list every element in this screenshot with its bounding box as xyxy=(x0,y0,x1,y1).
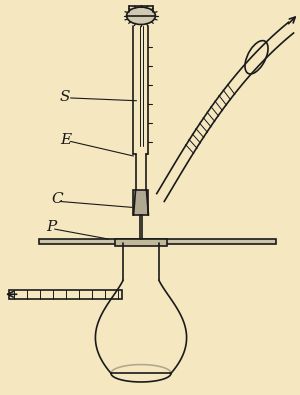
Text: S: S xyxy=(60,90,70,104)
Ellipse shape xyxy=(245,41,268,74)
Bar xyxy=(116,239,166,246)
Text: C: C xyxy=(51,192,63,207)
Bar xyxy=(9,290,122,299)
Ellipse shape xyxy=(127,7,155,24)
Bar xyxy=(134,190,148,215)
Bar xyxy=(39,239,276,244)
Text: E: E xyxy=(60,133,71,147)
Text: P: P xyxy=(46,220,57,234)
